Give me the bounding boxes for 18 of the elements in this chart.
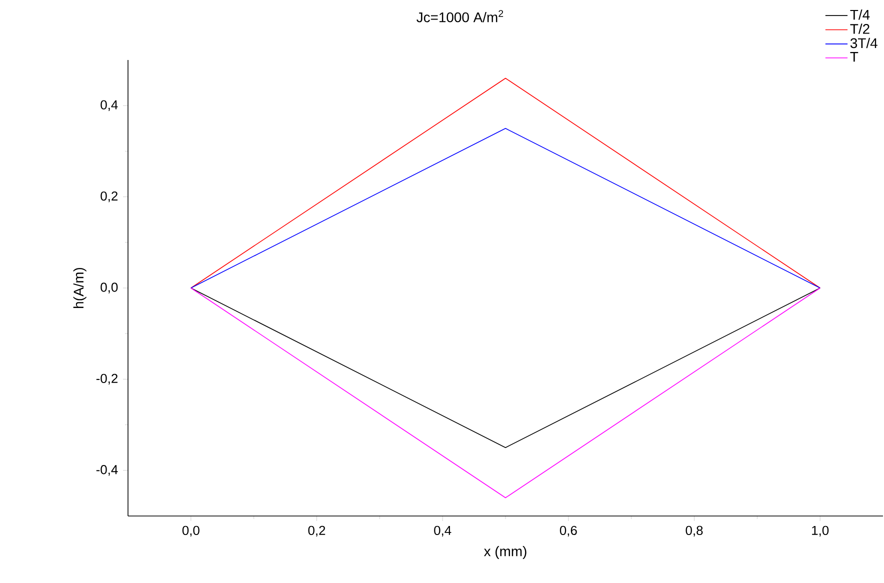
x-axis-title: x (mm): [484, 546, 526, 560]
x-tick-label: 0,6: [560, 526, 577, 537]
x-tick-label: 1,0: [812, 526, 829, 537]
y-tick-label: 0,0: [100, 282, 118, 294]
y-tick-label: 0,4: [100, 100, 118, 111]
y-tick-label: -0,4: [96, 465, 118, 476]
legend-label: T: [850, 52, 858, 62]
x-tick-label: 0,4: [434, 526, 452, 537]
y-axis-title: h(A/m): [73, 268, 86, 308]
x-tick-label: 0,8: [686, 526, 703, 537]
x-tick-label: 0,2: [308, 526, 326, 537]
legend-label: T/2: [850, 24, 870, 34]
y-tick-label: -0,2: [96, 374, 118, 385]
legend-label: 3T/4: [850, 38, 878, 48]
legend-label: T/4: [850, 9, 870, 20]
chart-title: Jc=1000 A/m$^{2}$: [416, 10, 504, 22]
x-tick-label: 0,0: [182, 526, 200, 537]
y-tick-label: 0,2: [100, 191, 118, 202]
